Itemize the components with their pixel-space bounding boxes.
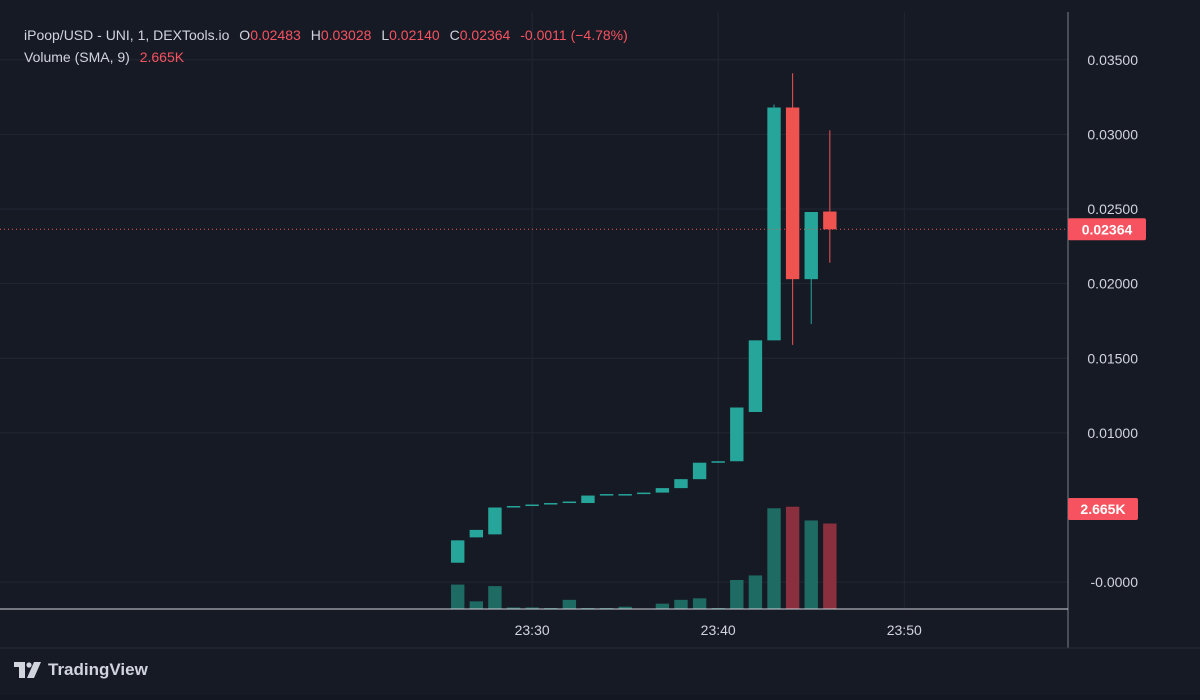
high-value: 0.03028 xyxy=(320,27,372,43)
price-tick-label: 0.01000 xyxy=(1087,425,1138,441)
volume-bar xyxy=(785,506,800,609)
volume-bar xyxy=(730,580,744,609)
tradingview-logo-icon xyxy=(14,662,41,678)
candle-body xyxy=(562,501,577,504)
candle-body xyxy=(730,407,744,462)
candle-body xyxy=(469,529,484,538)
candle-body xyxy=(581,495,595,504)
candle-body xyxy=(506,506,521,508)
candle-body xyxy=(544,503,558,505)
change-value: -0.0011 (−4.78%) xyxy=(520,27,628,43)
price-tick-label: 0.01500 xyxy=(1087,350,1138,366)
close-value: 0.02364 xyxy=(459,27,511,43)
volume-label-text: 2.665K xyxy=(1080,501,1125,517)
time-tick-label: 23:50 xyxy=(887,622,922,638)
volume-bar xyxy=(488,586,502,609)
low-label: L xyxy=(381,27,390,43)
candle-body xyxy=(767,107,781,341)
volume-bar xyxy=(618,606,632,609)
tradingview-brand[interactable]: TradingView xyxy=(14,660,148,680)
volume-bar xyxy=(804,520,818,609)
open-value: 0.02483 xyxy=(250,27,301,43)
close-label: C xyxy=(449,27,460,43)
price-tick-label: 0.02500 xyxy=(1087,201,1138,217)
volume-legend-row: Volume (SMA, 9) 2.665K xyxy=(24,46,628,68)
volume-bar xyxy=(748,575,763,609)
high-label: H xyxy=(310,27,321,43)
candle-body xyxy=(692,462,707,480)
ohlc-legend-row: iPoop/USD - UNI, 1, DEXTools.io O0.02483… xyxy=(24,24,628,46)
time-axis[interactable]: 23:30 23:40 23:50 xyxy=(515,622,922,638)
price-tick-label: 0.02000 xyxy=(1087,276,1138,292)
volume-bar xyxy=(823,523,837,609)
candle-body xyxy=(488,507,502,535)
volume-label-box xyxy=(1068,498,1138,521)
last-price-label-box xyxy=(1068,218,1146,241)
volume-bar xyxy=(469,601,484,609)
chart-legend: iPoop/USD - UNI, 1, DEXTools.io O0.02483… xyxy=(24,24,628,68)
price-axis[interactable]: 0.03500 0.03000 0.02500 0.02000 0.01500 0.010… xyxy=(1087,52,1138,590)
brand-name: TradingView xyxy=(48,660,148,679)
volume-bar xyxy=(655,603,670,609)
candle-body xyxy=(748,340,763,412)
time-tick-label: 23:30 xyxy=(515,622,550,638)
candle-body xyxy=(711,461,725,463)
candle-body xyxy=(451,540,465,563)
volume-bars xyxy=(451,506,837,609)
grid-lines xyxy=(0,12,1068,609)
last-price-label-text: 0.02364 xyxy=(1082,221,1133,237)
volume-bar xyxy=(506,607,521,609)
last-price-label: 0.02364 xyxy=(1068,218,1146,241)
volume-value-label: 02.665K xyxy=(1068,498,1138,521)
price-tick-label: 0.03500 xyxy=(1087,52,1138,68)
symbol-title[interactable]: iPoop/USD - UNI, 1, DEXTools.io xyxy=(24,27,230,43)
volume-bar xyxy=(674,599,688,609)
volume-legend-value: 2.665K xyxy=(139,49,185,65)
price-tick-label: 0.03000 xyxy=(1087,126,1138,142)
candles xyxy=(451,73,837,563)
volume-bar xyxy=(767,508,781,609)
candle-body xyxy=(823,211,837,230)
candle-body xyxy=(599,494,614,496)
volume-bar xyxy=(451,584,465,609)
candle-body xyxy=(525,504,539,507)
volume-bar xyxy=(562,599,577,609)
volume-legend-label[interactable]: Volume (SMA, 9) xyxy=(24,49,130,65)
candle-body xyxy=(785,107,800,280)
volume-bar xyxy=(525,607,539,609)
time-tick-label: 23:40 xyxy=(701,622,736,638)
candle-body xyxy=(674,479,688,489)
candle-body xyxy=(804,211,818,280)
price-tick-label: -0.0000 xyxy=(1091,574,1139,590)
candle-body xyxy=(618,494,632,496)
low-value: 0.02140 xyxy=(389,27,440,43)
candle-body xyxy=(637,492,651,495)
open-label: O xyxy=(239,27,251,43)
volume-bar xyxy=(692,598,707,609)
candle-body xyxy=(655,488,670,493)
